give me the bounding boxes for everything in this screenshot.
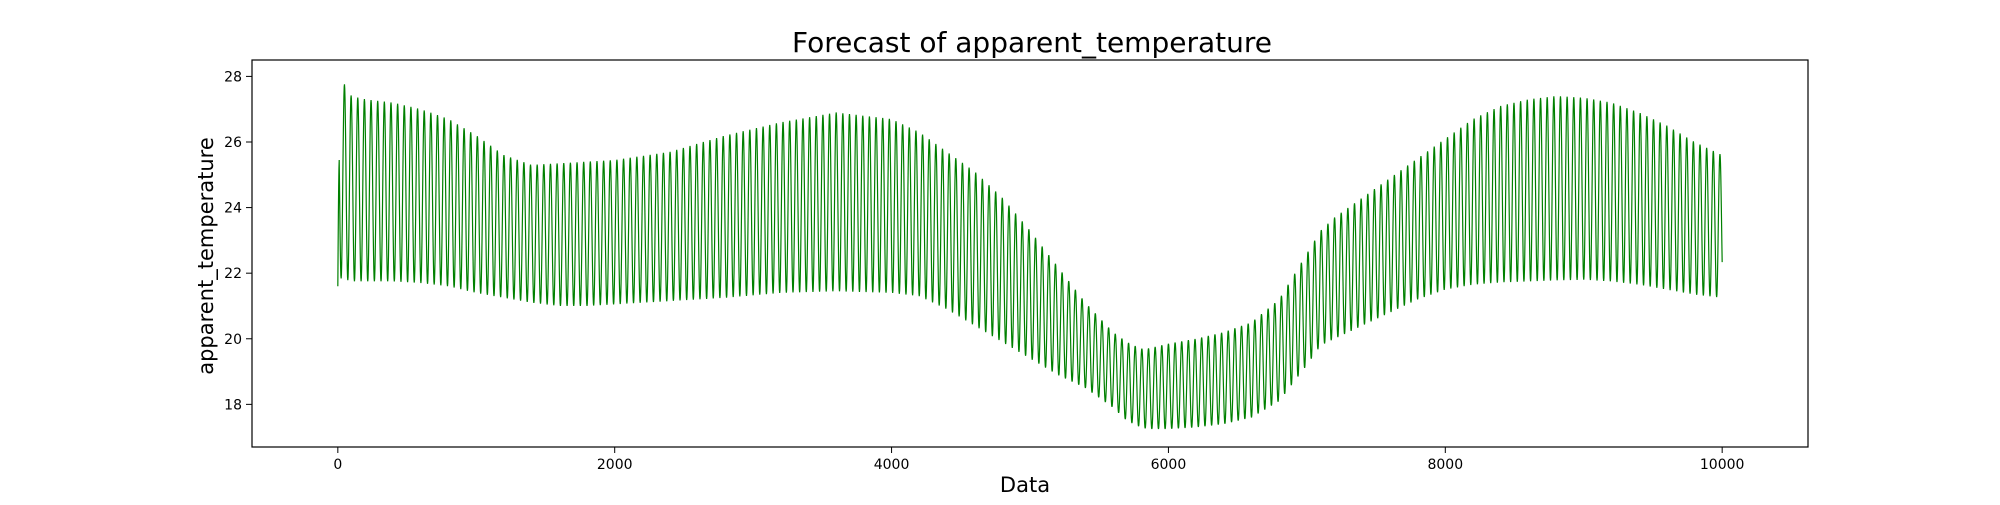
x-tick-label: 4000 <box>874 457 910 473</box>
x-tick-label: 8000 <box>1427 457 1463 473</box>
y-axis-label: apparent_temperature <box>194 137 219 375</box>
y-tick-label: 22 <box>224 266 242 282</box>
y-tick-label: 24 <box>224 201 242 217</box>
y-axis-ticks: 18 20 22 24 26 28 <box>224 69 252 413</box>
x-tick-label: 6000 <box>1151 457 1187 473</box>
plot-area <box>337 84 1723 430</box>
y-tick-label: 26 <box>224 135 242 151</box>
forecast-series-line <box>337 84 1723 430</box>
x-axis-ticks: 0 2000 4000 6000 8000 10000 <box>333 447 1744 473</box>
x-axis-label: Data <box>1000 473 1050 497</box>
x-tick-label: 0 <box>333 457 342 473</box>
y-tick-label: 28 <box>224 69 242 85</box>
y-tick-label: 18 <box>224 397 242 413</box>
y-tick-label: 20 <box>224 332 242 348</box>
x-tick-label: 10000 <box>1700 457 1745 473</box>
plot-frame <box>251 59 1809 448</box>
chart-title: Forecast of apparent_temperature <box>792 26 1272 59</box>
x-tick-label: 2000 <box>597 457 633 473</box>
